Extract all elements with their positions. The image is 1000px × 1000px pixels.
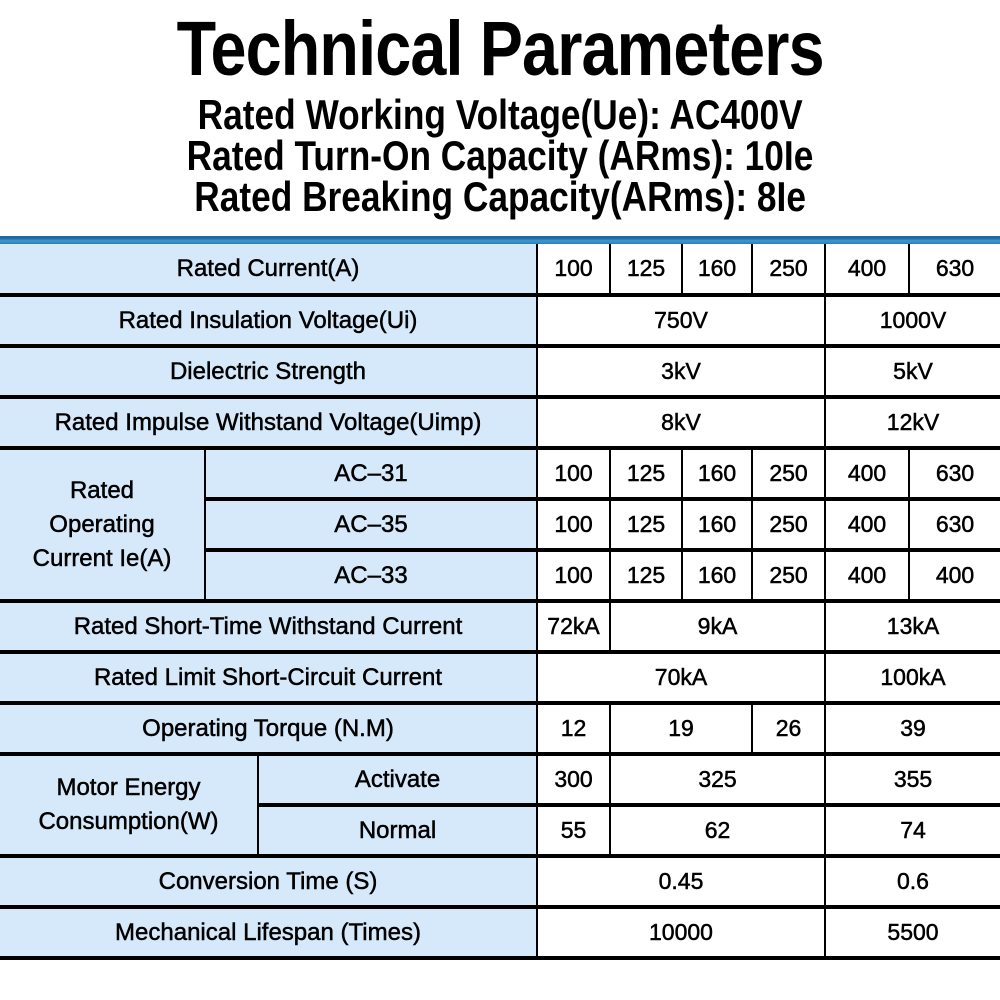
value-cell: 0.45 — [536, 854, 826, 909]
page-title-text: Technical Parameters — [176, 6, 824, 92]
value-cell: 400 — [824, 244, 910, 297]
value-cell: 9kA — [609, 599, 826, 654]
subtitle-block: Rated Working Voltage(Ue): AC400V Rated … — [0, 91, 1000, 220]
table-row: AC–35 100 125 160 250 400 630 — [0, 497, 1000, 552]
subtitle-rated-breaking-capacity: Rated Breaking Capacity(ARms): 8Ie — [194, 173, 806, 220]
value-cell: 0.6 — [824, 854, 1000, 909]
table-row: Dielectric Strength 3kV 5kV — [0, 344, 1000, 399]
value-cell: 55 — [536, 803, 611, 858]
value-cell: 13kA — [824, 599, 1000, 654]
value-cell: 12kV — [824, 395, 1000, 450]
table-row: Rated Limit Short-Circuit Current 70kA 100… — [0, 650, 1000, 705]
table-row: Motor Energy Consumption(W) Activate 300 32… — [0, 752, 1000, 858]
value-cell: 74 — [824, 803, 1000, 858]
value-cell: 125 — [609, 244, 683, 297]
value-cell: 1000V — [824, 293, 1000, 348]
value-cell: 400 — [824, 446, 910, 501]
value-cell: 250 — [751, 446, 826, 501]
value-cell: 630 — [908, 497, 1000, 552]
table-top-accent-bar — [0, 236, 1000, 244]
value-cell: 70kA — [536, 650, 826, 705]
value-cell: 100 — [536, 244, 611, 297]
sublabel-cell: Activate — [257, 752, 538, 807]
label-cell: Motor Energy Consumption(W) — [0, 752, 259, 858]
sublabel-cell: Normal — [258, 803, 538, 858]
value-cell: 39 — [824, 701, 1000, 756]
subtitle-rated-working-voltage: Rated Working Voltage(Ue): AC400V — [197, 91, 803, 138]
label-cell: Rated Short-Time Withstand Current — [0, 599, 538, 654]
value-cell: 125 — [609, 548, 683, 603]
value-cell: 3kV — [536, 344, 826, 399]
table-row: Normal 55 62 74 — [0, 803, 1000, 858]
value-cell: 26 — [751, 701, 826, 756]
label-cell: Dielectric Strength — [0, 344, 538, 399]
label-cell: Conversion Time (S) — [0, 854, 538, 909]
value-cell: 250 — [751, 497, 826, 552]
value-cell: 160 — [681, 446, 753, 501]
value-cell: 630 — [908, 244, 1000, 297]
label-cell: Rated Insulation Voltage(Ui) — [0, 293, 538, 348]
value-cell: 160 — [681, 497, 753, 552]
value-cell: 100 — [536, 446, 611, 501]
label-cell: Rated Current(A) — [0, 244, 538, 297]
value-cell: 100 — [536, 548, 611, 603]
value-cell: 19 — [609, 701, 753, 756]
value-cell: 12 — [536, 701, 611, 756]
table-row: Rated Impulse Withstand Voltage(Uimp) 8kV… — [0, 395, 1000, 450]
value-cell: 100 — [536, 497, 611, 552]
value-cell: 160 — [681, 244, 753, 297]
label-cell: Rated Operating Current Ie(A) — [0, 446, 206, 603]
label-cell: Mechanical Lifespan (Times) — [0, 905, 538, 960]
value-cell: 62 — [609, 803, 826, 858]
page-header: Technical Parameters Rated Working Volta… — [0, 0, 1000, 220]
value-cell: 400 — [908, 548, 1000, 603]
table-row: Conversion Time (S) 0.45 0.6 — [0, 854, 1000, 909]
table-row: Rated Operating Current Ie(A) AC–31 100 125… — [0, 446, 1000, 603]
value-cell: 300 — [536, 752, 611, 807]
table-row: AC–33 100 125 160 250 400 400 — [0, 548, 1000, 603]
value-cell: 325 — [609, 752, 826, 807]
technical-parameters-table: Rated Current(A) 100 125 160 250 400 630 Rated … — [0, 244, 1000, 960]
value-cell: 125 — [609, 497, 683, 552]
subtitle-rated-turn-on-capacity: Rated Turn-On Capacity (ARms): 10Ie — [186, 132, 814, 179]
table-row: Operating Torque (N.M) 12 19 26 39 — [0, 701, 1000, 756]
value-cell: 72kA — [536, 599, 611, 654]
value-cell: 400 — [824, 548, 910, 603]
value-cell: 250 — [751, 244, 826, 297]
table-row: Rated Current(A) 100 125 160 250 400 630 — [0, 244, 1000, 297]
table-row: Rated Short-Time Withstand Current 72kA 9k… — [0, 599, 1000, 654]
page-title: Technical Parameters — [0, 8, 1000, 90]
value-cell: 630 — [908, 446, 1000, 501]
value-cell: 5500 — [824, 905, 1000, 960]
table-row: Mechanical Lifespan (Times) 10000 5500 — [0, 905, 1000, 960]
value-cell: 8kV — [536, 395, 826, 450]
label-cell: Rated Limit Short-Circuit Current — [0, 650, 538, 705]
value-cell: 100kA — [824, 650, 1000, 705]
table-row: Rated Insulation Voltage(Ui) 750V 1000V — [0, 293, 1000, 348]
label-cell: Operating Torque (N.M) — [0, 701, 538, 756]
value-cell: 400 — [824, 497, 910, 552]
value-cell: 10000 — [536, 905, 826, 960]
value-cell: 250 — [751, 548, 826, 603]
value-cell: 355 — [824, 752, 1000, 807]
sublabel-cell: AC–35 — [205, 497, 538, 552]
value-cell: 125 — [609, 446, 683, 501]
value-cell: 5kV — [824, 344, 1000, 399]
value-cell: 750V — [536, 293, 826, 348]
sublabel-cell: AC–31 — [204, 446, 538, 501]
table-body: Rated Current(A) 100 125 160 250 400 630 Rated … — [0, 244, 1000, 960]
value-cell: 160 — [681, 548, 753, 603]
sublabel-cell: AC–33 — [205, 548, 538, 603]
label-cell: Rated Impulse Withstand Voltage(Uimp) — [0, 395, 538, 450]
